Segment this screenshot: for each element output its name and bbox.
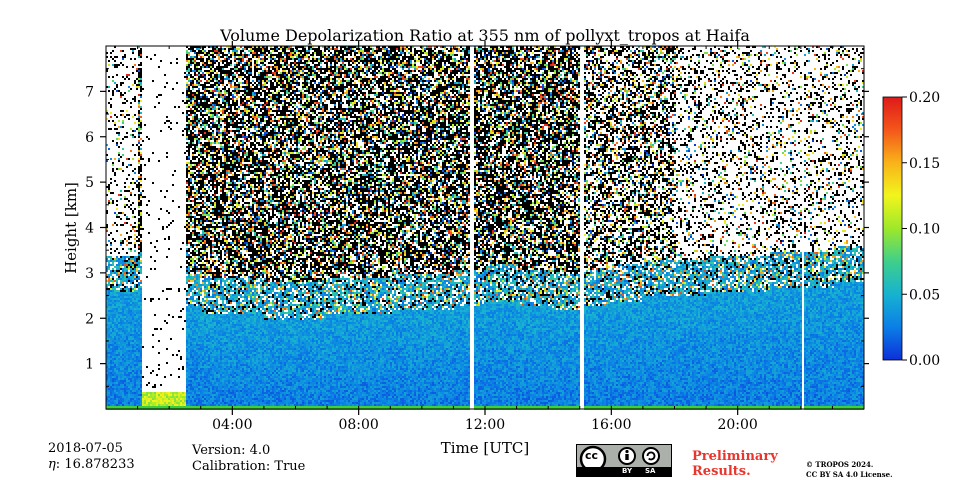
- y-axis-label: Height [km]: [62, 182, 80, 274]
- colorbar-tick-label: 0.20: [909, 90, 940, 106]
- colorbar: [883, 97, 902, 360]
- eta-value: 16.878233: [64, 457, 134, 472]
- heatmap-cells: [106, 46, 864, 410]
- copyright-note: © TROPOS 2024. CC BY SA 4.0 License.: [806, 460, 893, 480]
- copyright-line-2: CC BY SA 4.0 License.: [806, 470, 893, 480]
- footer-date-block: 2018-07-05 η: 16.878233: [48, 441, 135, 473]
- cc-by-label: BY: [622, 467, 632, 476]
- x-tick-label: 12:00: [465, 417, 505, 433]
- cc-sa-label: SA: [645, 467, 655, 476]
- y-tick-label: 7: [85, 84, 94, 100]
- colorbar-tick-label: 0.15: [909, 156, 940, 172]
- x-tick-label: 04:00: [212, 417, 252, 433]
- footer-version-block: Version: 4.0 Calibration: True: [192, 443, 305, 475]
- cc-symbol-text: cc: [585, 450, 598, 461]
- colorbar-tick-label: 0.10: [909, 222, 940, 238]
- x-axis-label: Time [UTC]: [441, 439, 530, 457]
- eta-value-line: η: 16.878233: [48, 457, 135, 473]
- x-tick-label: 16:00: [591, 417, 631, 433]
- preliminary-line-1: Preliminary: [692, 449, 778, 464]
- y-tick-label: 5: [85, 175, 94, 191]
- colorbar-axis: 0.00 0.05 0.10 0.15 0.20: [902, 90, 940, 369]
- cc-license-badge: cc BY SA: [576, 444, 672, 477]
- eta-symbol: η: [48, 457, 56, 472]
- y-tick-label: 4: [85, 221, 94, 237]
- heatmap-plot: [106, 46, 864, 410]
- preliminary-line-2: Results.: [692, 464, 778, 479]
- x-tick-label: 20:00: [717, 417, 757, 433]
- calibration-text: Calibration: True: [192, 459, 305, 475]
- y-tick-label: 6: [85, 130, 94, 146]
- y-tick-label: 2: [85, 311, 94, 327]
- y-tick-label: 1: [85, 357, 94, 373]
- preliminary-results-note: Preliminary Results.: [692, 449, 778, 479]
- colorbar-tick-label: 0.05: [909, 287, 940, 303]
- x-tick-label: 08:00: [338, 417, 378, 433]
- copyright-line-1: © TROPOS 2024.: [806, 460, 893, 470]
- version-text: Version: 4.0: [192, 443, 305, 459]
- measurement-date: 2018-07-05: [48, 441, 135, 457]
- colorbar-tick-label: 0.00: [909, 353, 940, 369]
- y-tick-label: 3: [85, 266, 94, 282]
